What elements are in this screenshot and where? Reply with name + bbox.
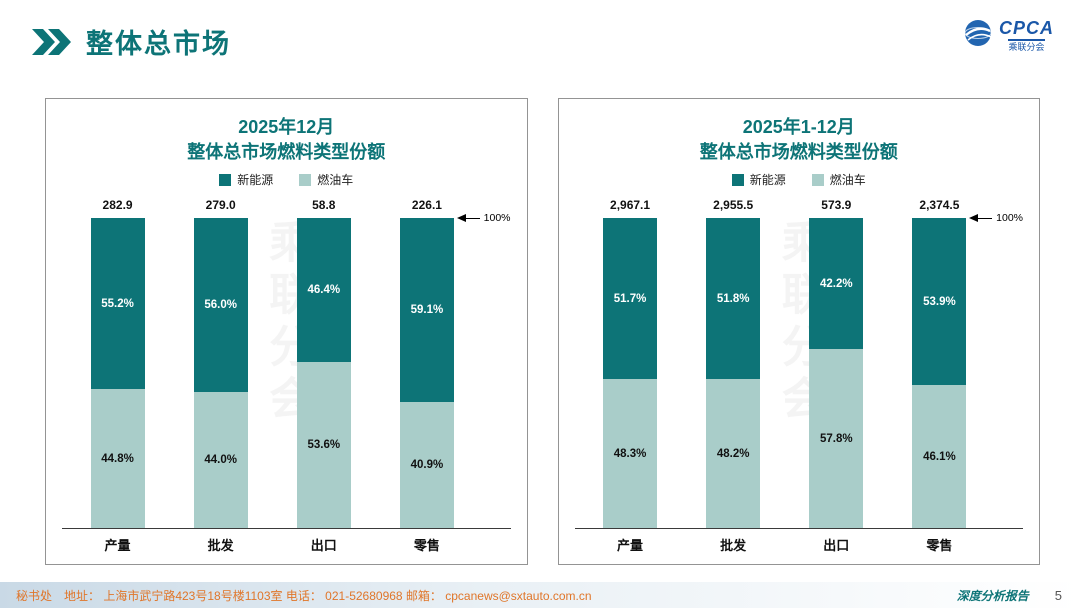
- cpca-globe-icon: [963, 18, 993, 53]
- x-axis-line: [574, 528, 1023, 530]
- category-label: 出口: [310, 538, 337, 554]
- hundred-percent-label: 100%: [483, 212, 511, 225]
- bar-column: 2,967.1 51.7% 48.3%: [579, 198, 682, 529]
- x-axis-line: [62, 528, 511, 530]
- category-label: 批发: [207, 538, 234, 554]
- arrow-left-icon: [456, 214, 466, 223]
- bar-total-label: 2,374.5: [919, 198, 960, 213]
- legend-item-ice: 燃油车: [811, 171, 866, 188]
- stacked-bar: 59.1% 40.9%: [399, 218, 454, 529]
- bar-segment-ice: 40.9%: [399, 401, 454, 529]
- bar-column: 2,374.5 53.9% 46.1%: [888, 198, 991, 529]
- hundred-percent-marker: 100%: [456, 212, 511, 225]
- bar-total-label: 226.1: [411, 198, 442, 213]
- legend-label-nev: 新能源: [237, 173, 274, 188]
- bar-total-label: 2,967.1: [610, 198, 651, 213]
- bar-segment-ice: 57.8%: [809, 349, 864, 529]
- stacked-bar: 56.0% 44.0%: [193, 218, 248, 529]
- legend-swatch-nev: [219, 173, 232, 186]
- arrow-left-icon: [969, 214, 979, 223]
- legend-item-nev: 新能源: [731, 171, 786, 188]
- category-label: 出口: [823, 538, 850, 554]
- bar-segment-ice: 48.2%: [706, 378, 761, 529]
- cpca-logo-subtitle: 乘联分会: [1008, 39, 1045, 52]
- chart-title-line2: 整体总市场燃料类型份额: [187, 142, 386, 163]
- stacked-bar: 42.2% 57.8%: [809, 218, 864, 529]
- plot-area-full-year: 2,967.1 51.7% 48.3% 2,955.5 51.8% 48.2% 573.9 4…: [573, 198, 1026, 529]
- slide-footer: 秘书处 地址： 上海市武宁路423号18号楼1103室 电话： 021-5268…: [0, 582, 1080, 608]
- double-chevron-icon: [32, 28, 74, 55]
- footer-contact-info: 秘书处 地址： 上海市武宁路423号18号楼1103室 电话： 021-5268…: [16, 588, 592, 603]
- category-label: 批发: [720, 538, 747, 554]
- bar-total-label: 573.9: [821, 198, 852, 213]
- chart-title-december: 2025年12月 整体总市场燃料类型份额: [60, 115, 513, 165]
- bar-total-label: 282.9: [102, 198, 133, 213]
- chart-legend: 新能源 燃油车: [573, 171, 1026, 188]
- bar-column: 2,955.5 51.8% 48.2%: [682, 198, 785, 529]
- chart-title-line1: 2025年1-12月: [742, 117, 855, 137]
- bar-segment-nev: 56.0%: [193, 218, 248, 392]
- stacked-bar: 51.7% 48.3%: [603, 218, 658, 529]
- category-label: 零售: [926, 538, 953, 554]
- bar-total-label: 279.0: [205, 198, 236, 213]
- slide-header: 整体总市场: [32, 22, 231, 61]
- bar-segment-ice: 44.0%: [193, 391, 248, 529]
- arrow-line: [978, 217, 993, 220]
- bar-column: 279.0 56.0% 44.0%: [169, 198, 272, 529]
- legend-swatch-ice: [811, 173, 824, 186]
- stacked-bar: 46.4% 53.6%: [296, 218, 351, 529]
- page-title: 整体总市场: [86, 29, 231, 59]
- bar-segment-nev: 59.1%: [399, 218, 454, 402]
- hundred-percent-marker: 100%: [969, 212, 1023, 224]
- bar-segment-ice: 48.3%: [603, 378, 658, 529]
- bar-segment-nev: 51.7%: [603, 218, 658, 379]
- chart-title-line1: 2025年12月: [238, 117, 335, 137]
- stacked-bar: 51.8% 48.2%: [706, 218, 761, 529]
- bar-segment-nev: 46.4%: [296, 218, 351, 363]
- bar-segment-nev: 42.2%: [809, 218, 864, 350]
- bar-segment-nev: 53.9%: [912, 218, 967, 386]
- category-label: 零售: [413, 538, 440, 554]
- legend-label-ice: 燃油车: [829, 173, 866, 188]
- report-type-label: 深度分析报告: [956, 588, 1029, 603]
- bar-segment-ice: 46.1%: [912, 385, 967, 529]
- category-axis-december: 产量 批发 出口 零售: [60, 535, 513, 554]
- legend-label-ice: 燃油车: [317, 173, 354, 188]
- hundred-percent-label: 100%: [996, 212, 1023, 225]
- bar-segment-ice: 44.8%: [90, 389, 145, 529]
- category-label: 产量: [617, 538, 644, 554]
- plot-area-december: 282.9 55.2% 44.8% 279.0 56.0% 44.0% 58.8 46.4% 5…: [60, 198, 513, 529]
- page-number: 5: [1054, 587, 1062, 603]
- chart-panel-december: 乘联分会 2025年12月 整体总市场燃料类型份额 新能源 燃油车 282.9 5…: [45, 98, 528, 565]
- bar-total-label: 58.8: [312, 198, 336, 213]
- category-label: 产量: [104, 538, 131, 554]
- stacked-bar: 55.2% 44.8%: [90, 218, 145, 529]
- cpca-logo-text: CPCA 乘联分会: [999, 19, 1054, 52]
- bar-column: 282.9 55.2% 44.8%: [66, 198, 169, 529]
- bar-segment-nev: 51.8%: [706, 218, 761, 379]
- stacked-bar: 53.9% 46.1%: [912, 218, 967, 529]
- legend-swatch-ice: [299, 173, 312, 186]
- bar-segment-ice: 53.6%: [296, 362, 351, 529]
- legend-item-nev: 新能源: [219, 171, 273, 188]
- bar-segment-nev: 55.2%: [90, 218, 145, 390]
- bar-column: 573.9 42.2% 57.8%: [785, 198, 888, 529]
- chart-title-full-year: 2025年1-12月 整体总市场燃料类型份额: [573, 115, 1026, 165]
- chart-panel-full-year: 乘联分会 2025年1-12月 整体总市场燃料类型份额 新能源 燃油车 2,96…: [557, 98, 1040, 565]
- bar-column: 58.8 46.4% 53.6%: [272, 198, 375, 529]
- bar-column: 226.1 59.1% 40.9%: [375, 198, 478, 529]
- category-axis-full-year: 产量 批发 出口 零售: [573, 535, 1026, 554]
- cpca-logo-acronym: CPCA: [998, 18, 1054, 38]
- chart-title-line2: 整体总市场燃料类型份额: [699, 142, 898, 163]
- bar-total-label: 2,955.5: [713, 198, 754, 213]
- legend-label-nev: 新能源: [749, 173, 786, 188]
- charts-container: 乘联分会 2025年12月 整体总市场燃料类型份额 新能源 燃油车 282.9 5…: [45, 98, 1040, 565]
- legend-swatch-nev: [731, 173, 744, 186]
- footer-right: 深度分析报告 5: [957, 587, 1062, 604]
- arrow-line: [465, 217, 480, 220]
- chart-legend: 新能源 燃油车: [60, 171, 513, 188]
- cpca-logo: CPCA 乘联分会: [963, 18, 1054, 53]
- legend-item-ice: 燃油车: [299, 171, 353, 188]
